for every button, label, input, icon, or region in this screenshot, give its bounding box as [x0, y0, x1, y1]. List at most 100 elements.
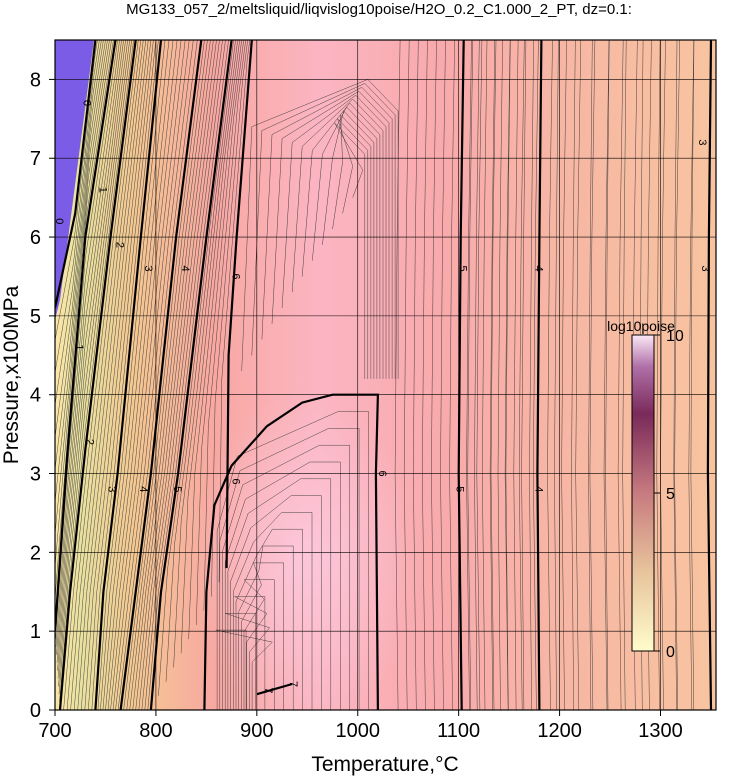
minor-contour-line [422, 40, 428, 710]
contour-label: 4 [137, 486, 149, 492]
minor-contour-line [529, 40, 534, 710]
y-tick-label: 5 [30, 306, 41, 328]
minor-contour-line [490, 40, 497, 710]
x-tick-label: 1300 [638, 720, 683, 742]
x-tick-label: 1200 [537, 720, 582, 742]
contour-labels: 0 0 1 1 2 2 3 3 4 4 5 6 6 6 7 7 5 5 4 4 3 3 [53, 100, 711, 693]
y-tick-label: 0 [30, 700, 41, 722]
minor-contour-line [337, 118, 369, 379]
major-contours [55, 40, 713, 710]
contour-label: 2 [114, 242, 126, 248]
minor-contour-line [235, 528, 303, 710]
minor-contour-line [227, 478, 332, 710]
minor-contour-line [622, 40, 627, 710]
contour-label: 5 [171, 486, 183, 492]
contour-label: 0 [80, 100, 92, 106]
minor-contour-line [211, 40, 248, 597]
contour-label: 1 [73, 344, 85, 350]
contour-label: 4 [179, 266, 191, 272]
minor-contour-line [497, 40, 503, 710]
y-axis-label: Pressure,x100MPa [0, 285, 23, 464]
contour-label: 3 [699, 266, 711, 272]
colorbar-tick-label: 10 [666, 328, 684, 345]
minor-contour-line [673, 40, 678, 710]
minor-contour-line [251, 83, 396, 379]
minor-contour-line [58, 40, 130, 687]
minor-contour-line [554, 40, 559, 710]
minor-contour-line [224, 461, 341, 710]
contour-label: 5 [457, 266, 469, 272]
minor-contour-line [301, 102, 381, 379]
minor-contour-line [55, 40, 110, 535]
minor-contour-line [55, 40, 120, 647]
minor-contour-line [261, 87, 393, 379]
minor-contour-line [58, 40, 132, 695]
major-contour-7 [256, 682, 293, 696]
contour-label: 4 [532, 266, 544, 272]
major-contour-5 [457, 40, 465, 710]
minor-contour-line [271, 90, 390, 379]
minor-contour-line [674, 40, 680, 710]
minor-contour-line [474, 40, 480, 710]
minor-contour-line [56, 40, 124, 663]
minor-contour-line [561, 40, 567, 710]
minor-contour-line [180, 40, 240, 654]
y-tick-label: 7 [30, 148, 41, 170]
colorbar-ticks: 0 5 10 [654, 328, 684, 661]
minor-contour-line [57, 40, 128, 679]
minor-contour-line [547, 40, 553, 710]
y-tick-label: 3 [30, 464, 41, 486]
minor-contour-line [225, 613, 270, 710]
colorbar-scale [631, 334, 655, 652]
minor-contour-line [394, 40, 401, 710]
minor-contour-line [571, 40, 576, 710]
minor-contour-line [55, 40, 118, 640]
major-contour-1 [55, 40, 117, 632]
minor-contour-line [467, 40, 474, 710]
contour-label: 6 [376, 470, 388, 476]
heatmap-high-viscosity-region [195, 390, 415, 710]
major-contour-6 [225, 40, 253, 569]
minor-contour-line [533, 40, 539, 710]
major-contour-3 [94, 40, 163, 710]
minor-contour-line [222, 444, 350, 710]
minor-contour-line [219, 428, 360, 710]
colorbar-tick-label: 0 [666, 644, 675, 661]
minor-contour-line [575, 40, 582, 710]
minor-contour-line [291, 98, 384, 379]
major-contour-3 [706, 40, 713, 710]
minor-contour-line [55, 40, 112, 567]
minor-contour-line [55, 40, 100, 373]
minor-contour-line [466, 40, 472, 710]
minor-contour-line [215, 629, 273, 710]
contour-label: 3 [696, 139, 708, 145]
contour-label: 5 [454, 486, 466, 492]
minor-contour-line [216, 411, 369, 710]
plot-area: 0 0 1 1 2 2 3 3 4 4 5 6 6 6 7 7 5 5 4 4 3 3 [53, 40, 716, 710]
colorbar-label: log10poise [607, 318, 675, 334]
x-tick-label: 700 [38, 720, 71, 742]
major-contour-2 [58, 40, 137, 710]
contour-label: 3 [106, 486, 118, 492]
minor-contour-line [218, 40, 251, 583]
minor-contour-line [165, 40, 236, 682]
contour-label: 3 [142, 266, 154, 272]
minor-contour-line [431, 40, 437, 710]
minor-contour-line [173, 40, 238, 668]
colorbar-tick-label: 5 [666, 486, 675, 503]
contour-label: 4 [532, 486, 544, 492]
major-contour-0 [55, 40, 97, 309]
minor-contour-line [521, 40, 527, 710]
x-tick-label: 1100 [437, 720, 480, 742]
contour-label: 2 [83, 439, 95, 445]
minor-contour-line [605, 40, 610, 710]
x-tick-label: 800 [139, 720, 172, 742]
minor-contour-line [413, 40, 419, 710]
contour-label: 0 [53, 218, 65, 224]
y-tick-label: 2 [30, 542, 41, 564]
minor-contour-line [332, 114, 372, 379]
chart-title: MG133_057_2/meltsliquid/liqvislog10poise… [126, 1, 632, 18]
major-contour-4 [536, 40, 543, 710]
minor-contour-line [589, 40, 596, 710]
